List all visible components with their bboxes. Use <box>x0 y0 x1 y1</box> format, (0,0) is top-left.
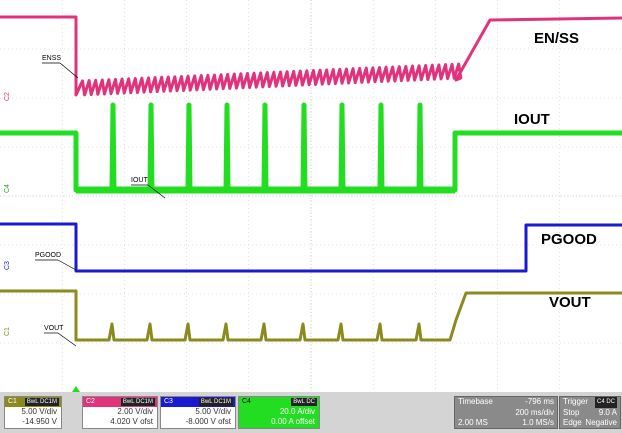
trigger-type: Edge <box>563 418 582 427</box>
label-vout: VOUT <box>549 294 591 311</box>
channel-tag: BwL DC1M <box>198 398 233 406</box>
label-small-pgood: PGOOD <box>35 252 61 259</box>
trace-pgood <box>0 222 622 273</box>
timebase-delay: -796 ms <box>525 397 554 406</box>
channel-box-c2[interactable]: C2 BwL DC1M 2.00 V/div 4.020 V ofst <box>82 396 158 429</box>
trigger-tag: C4 DC <box>594 397 617 408</box>
channel-marker-c1: C1 <box>4 327 11 336</box>
channel-marker-c3: C3 <box>4 261 11 270</box>
label-iout: IOUT <box>514 111 550 128</box>
channel-scale: 5.00 V/div <box>21 407 57 416</box>
timebase-samples: 2.00 MS <box>458 418 488 427</box>
channel-box-c1[interactable]: C1 BwL DC1M 5.00 V/div -14.950 V <box>4 396 62 429</box>
waveform-traces <box>0 15 622 342</box>
timebase-label: Timebase <box>458 397 493 406</box>
channel-box-c4[interactable]: C4 BwL DC 20.0 A/div 0.00 A offset <box>238 396 320 429</box>
label-small-iout: IOUT <box>131 177 148 184</box>
channel-id: C2 <box>86 398 95 405</box>
channel-offset: 4.020 V ofst <box>110 417 153 426</box>
trigger-level: 9.0 A <box>598 407 617 417</box>
channel-tag: BwL DC1M <box>24 398 59 406</box>
label-pgood: PGOOD <box>541 231 597 248</box>
trace-vout <box>0 289 622 342</box>
channel-tag: BwL DC <box>291 398 317 406</box>
trace-en-ss <box>0 15 622 97</box>
timebase-rate: 1.0 MS/s <box>522 418 554 427</box>
channel-offset: -8.000 V ofst <box>185 417 231 426</box>
channel-offset: 0.00 A offset <box>271 417 315 426</box>
channel-offset: -14.950 V <box>22 417 57 426</box>
graticule-grid <box>0 0 622 392</box>
label-en-ss: EN/SS <box>534 30 579 47</box>
timebase-panel[interactable]: Timebase -796 ms 200 ms/div 2.00 MS 1.0 … <box>454 396 558 429</box>
channel-scale: 5.00 V/div <box>195 407 231 416</box>
channel-id: C3 <box>164 398 173 405</box>
channel-id: C1 <box>8 398 17 405</box>
channel-marker-c4: C4 <box>4 184 11 193</box>
label-small-vout: VOUT <box>44 325 64 332</box>
channel-scale: 2.00 V/div <box>117 407 153 416</box>
trigger-slope: Negative <box>585 418 617 427</box>
trigger-mode: Stop <box>563 407 580 417</box>
channel-id: C4 <box>242 398 251 405</box>
channel-marker-c2: C2 <box>4 92 11 101</box>
channel-box-c3[interactable]: C3 BwL DC1M 5.00 V/div -8.000 V ofst <box>160 396 236 429</box>
trigger-panel[interactable]: Trigger C4 DC Stop 9.0 A Edge Negative <box>559 396 621 429</box>
scope-display: C2 C4 C3 C1 ENSS IOUT PGOOD VOUT EN/SS I… <box>0 0 622 392</box>
channel-tag: BwL DC1M <box>120 398 155 406</box>
trigger-position-marker[interactable] <box>72 386 80 392</box>
channel-scale: 20.0 A/div <box>279 407 315 416</box>
timebase-per-div: 200 ms/div <box>515 407 554 417</box>
label-small-enss: ENSS <box>42 55 61 62</box>
trigger-label: Trigger <box>563 397 589 406</box>
